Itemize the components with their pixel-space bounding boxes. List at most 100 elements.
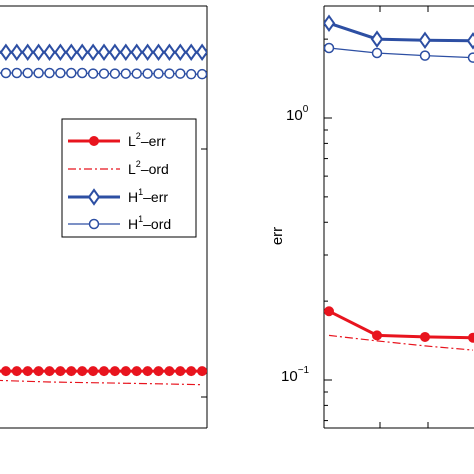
data-point-l2-err [420,331,430,342]
data-point-h1-err [324,14,336,32]
y-tick-label-base: 10 [281,368,298,385]
series-l2-err [0,366,207,377]
series-l2-ord [0,379,203,386]
data-point-h1-err [54,43,67,61]
left-plot-panel: L2–err L2–ord H1–err H1–ord [0,5,208,429]
legend-box [61,118,197,238]
y-tick-label-1e0: 100 [286,104,309,124]
legend-label-l2-err: L2–err [128,131,166,149]
data-point-l2-err [164,366,175,377]
data-point-l2-err [175,366,186,377]
data-point-h1-err [97,43,111,61]
data-point-h1-err [108,43,122,61]
data-point-h1-ord [142,68,153,79]
left-plot-series-group [0,43,207,386]
data-point-h1-ord [371,47,383,59]
legend-label-base: H [128,216,138,232]
data-point-h1-err [141,43,154,61]
data-point-h1-err [119,43,133,61]
data-point-l2-err [0,366,11,377]
data-point-l2-err [372,330,382,341]
data-point-h1-err [370,30,384,48]
data-point-h1-ord [175,68,186,79]
data-point-l2-err [88,366,99,377]
data-point-h1-ord [419,50,431,61]
data-point-h1-ord [164,68,175,79]
data-point-l2-err [131,366,142,377]
data-point-h1-ord [0,67,12,79]
data-point-l2-err [66,366,77,377]
data-point-h1-err [32,43,45,61]
data-point-h1-ord [324,42,335,54]
y-tick-label-exponent: −1 [298,365,310,376]
data-point-h1-ord [66,67,77,79]
legend-label-h1-err: H1–err [128,187,168,205]
legend: L2–err L2–ord H1–err H1–ord [61,118,197,238]
legend-entry-h1-err: H1–err [68,187,168,206]
data-point-h1-err [0,43,13,61]
data-point-l2-err [153,366,164,377]
data-point-l2-err [11,366,22,377]
legend-label-sup: 1 [138,214,143,224]
right-plot-x-ticks [379,6,429,428]
legend-label-l2-ord: L2–ord [128,159,169,177]
data-point-h1-ord [44,67,55,79]
data-point-h1-ord [22,67,33,79]
series-h1-err [324,14,474,50]
right-plot-panel: 100 10−1 err [269,5,474,429]
data-point-l2-err [44,366,55,377]
legend-label-suffix: –ord [141,161,169,177]
legend-label-base: H [128,189,138,205]
data-point-h1-err [163,43,176,61]
data-point-h1-ord [153,68,164,79]
data-point-h1-err [130,43,143,61]
data-point-h1-err [75,43,89,61]
data-point-h1-err [86,43,100,61]
legend-label-sup: 2 [136,159,141,169]
legend-entry-h1-ord: H1–ord [68,214,171,232]
legend-label-base: L [128,133,136,149]
series-l2-err [324,306,474,343]
legend-label-suffix: –err [143,189,168,205]
data-point-l2-err [109,366,120,377]
data-point-h1-err [174,43,187,61]
data-point-h1-ord [87,68,99,79]
right-plot-y-ticks [324,38,332,422]
legend-entry-l2-err: L2–err [68,131,166,149]
data-point-l2-err [468,332,474,343]
data-point-h1-ord [11,67,23,79]
series-line-l2-err [328,309,474,340]
data-point-h1-ord [196,68,207,80]
y-axis-label: err [269,227,286,245]
data-point-h1-err [418,31,432,49]
series-line-h1-err [328,21,474,43]
data-point-h1-err [43,43,56,61]
data-point-l2-err [120,366,131,377]
legend-label-suffix: –ord [143,216,171,232]
right-plot-series-group [324,14,474,351]
data-point-h1-ord [120,68,132,79]
legend-entry-l2-ord: L2–ord [68,159,169,177]
data-point-h1-err [21,43,34,61]
legend-label-h1-ord: H1–ord [128,214,171,232]
data-point-h1-err [65,43,78,61]
data-point-h1-err [152,43,165,61]
y-tick-label-exponent: 0 [303,104,309,115]
series-h1-ord [324,42,474,63]
data-point-h1-ord [98,68,110,79]
legend-marker-l2-err [89,136,99,146]
data-point-h1-ord [33,67,44,79]
data-point-h1-ord [55,67,66,79]
data-point-l2-err [22,366,33,377]
data-point-h1-ord [76,67,88,79]
data-point-h1-ord [109,68,121,79]
legend-marker-h1-err [87,188,101,206]
legend-label-sup: 1 [138,187,143,197]
data-point-h1-ord [131,68,142,79]
data-point-l2-err [324,306,334,317]
data-point-l2-err [142,366,153,377]
data-point-h1-ord [467,52,474,63]
series-line-l2-ord [0,379,203,386]
data-point-h1-ord [185,68,197,80]
